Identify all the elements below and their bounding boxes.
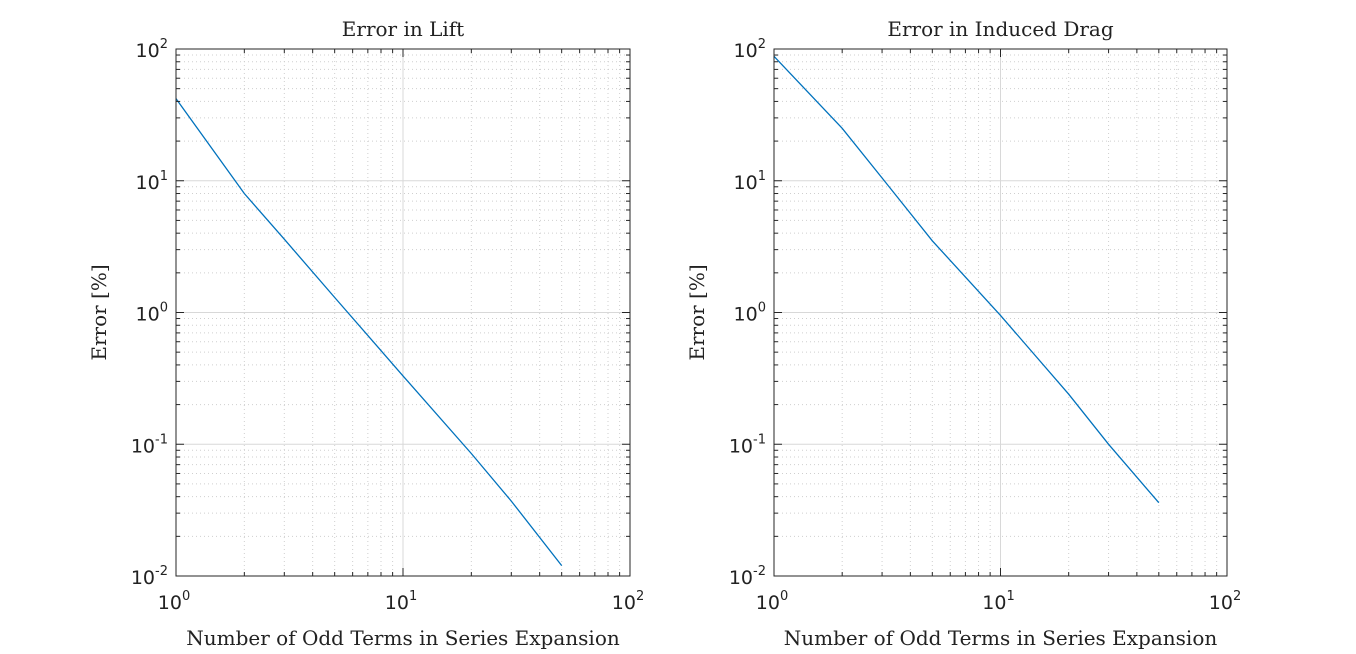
x-tick-label: 101 [385, 589, 417, 614]
series [175, 98, 563, 567]
y-tick-label: 102 [734, 37, 766, 62]
axes-box [175, 48, 631, 577]
x-tick-label: 102 [612, 589, 644, 614]
chart-error-in-induced-drag: 100 101 102 10-2 10-1 100 101 102 Error in Indu… [685, 17, 1241, 650]
y-tick-label: 10-2 [131, 564, 168, 589]
y-tick-label: 102 [136, 37, 168, 62]
grid [175, 48, 631, 577]
x-tick-label: 100 [756, 589, 788, 614]
chart-title: Error in Lift [342, 17, 464, 41]
y-tick-label: 10-2 [729, 564, 766, 589]
x-tick-label: 100 [158, 589, 190, 614]
x-tick-label: 102 [1209, 589, 1241, 614]
series [773, 55, 1160, 504]
series-line [773, 55, 1160, 504]
y-tick-label: 10-1 [729, 432, 766, 457]
tick-labels: 100 101 102 10-2 10-1 100 101 102 [729, 37, 1241, 614]
y-axis-label: Error [%] [685, 264, 709, 360]
x-axis-label: Number of Odd Terms in Series Expansion [186, 626, 620, 650]
y-axis-label: Error [%] [87, 264, 111, 360]
x-tick-label: 101 [982, 589, 1014, 614]
chart-title: Error in Induced Drag [887, 17, 1113, 41]
y-tick-label: 100 [136, 301, 168, 326]
axes-frame [773, 48, 1228, 577]
y-tick-label: 101 [136, 169, 168, 194]
y-tick-label: 101 [734, 169, 766, 194]
axes-box [773, 48, 1228, 577]
y-tick-label: 100 [734, 301, 766, 326]
tick-labels: 100 101 102 10-2 10-1 100 101 102 [131, 37, 644, 614]
x-axis-label: Number of Odd Terms in Series Expansion [784, 626, 1218, 650]
series-line [175, 98, 563, 567]
chart-error-in-lift: 100 101 102 10-2 10-1 100 101 102 Error in Lift… [87, 17, 644, 650]
axes-frame [175, 48, 631, 577]
y-tick-label: 10-1 [131, 432, 168, 457]
